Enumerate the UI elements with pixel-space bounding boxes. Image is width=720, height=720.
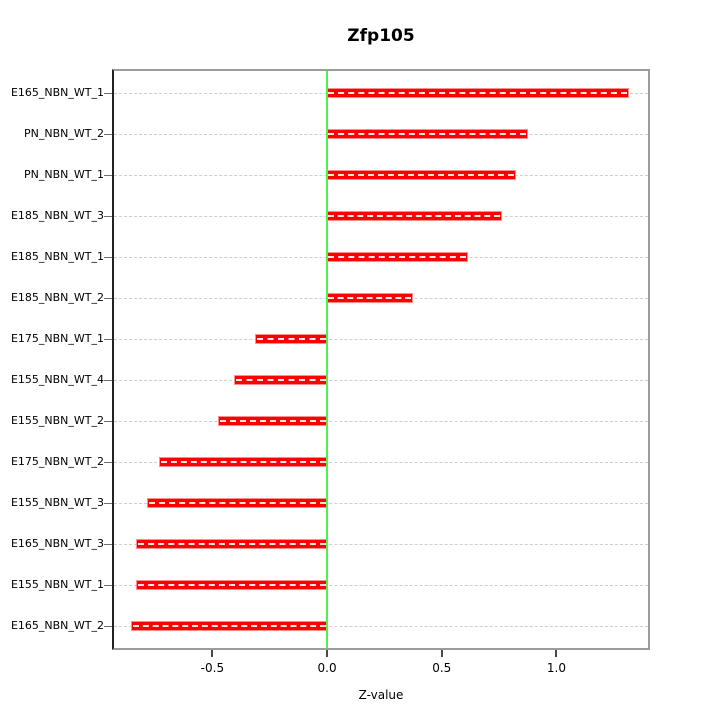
y-axis-tick (104, 585, 112, 586)
bar (327, 253, 468, 261)
x-axis-tick-label: 0.5 (432, 661, 452, 675)
bar (136, 540, 328, 548)
y-axis-tick (104, 462, 112, 463)
bar-center-dash (256, 338, 327, 340)
category-label: PN_NBN_WT_2 (24, 127, 104, 140)
bar (159, 458, 328, 466)
category-label: E165_NBN_WT_3 (10, 537, 104, 550)
y-axis-tick (104, 421, 112, 422)
y-axis-tick (104, 134, 112, 135)
category-label: E165_NBN_WT_1 (10, 86, 104, 99)
x-axis-tick (326, 650, 329, 657)
category-label: E155_NBN_WT_3 (10, 496, 104, 509)
bar-center-dash (137, 584, 327, 586)
gridline (114, 379, 648, 381)
gridline (114, 543, 648, 545)
bar (327, 89, 628, 97)
bar-center-dash (328, 133, 526, 135)
category-label: E155_NBN_WT_4 (10, 373, 104, 386)
y-axis-tick (104, 257, 112, 258)
plot-area: E165_NBN_WT_1 PN_NBN_WT_2 PN_NBN_WT_1 E185_… (11, 69, 650, 675)
bar (327, 130, 527, 138)
bar-center-dash (220, 420, 327, 422)
chart-title: Zfp105 (347, 26, 415, 46)
bar (136, 581, 328, 589)
y-axis-tick (104, 626, 112, 627)
bar (148, 499, 328, 507)
bar-center-dash (160, 461, 327, 463)
bar-center-dash (328, 174, 515, 176)
category-label: E175_NBN_WT_2 (10, 455, 104, 468)
x-axis-tick-label: -0.5 (200, 661, 225, 675)
gridline (114, 625, 648, 627)
y-axis-tick (104, 380, 112, 381)
x-axis-title: Z-value (358, 688, 404, 702)
zero-line (326, 71, 329, 648)
gridline (114, 338, 648, 340)
bar-center-dash (133, 625, 327, 627)
y-axis-tick (104, 175, 112, 176)
category-label: E185_NBN_WT_2 (10, 291, 104, 304)
bar-center-dash (328, 256, 467, 258)
bar-center-dash (328, 297, 411, 299)
bar (255, 335, 328, 343)
category-label: PN_NBN_WT_1 (24, 168, 104, 181)
category-label: E185_NBN_WT_1 (10, 250, 104, 263)
gridline (114, 420, 648, 422)
y-axis-tick (104, 503, 112, 504)
category-label: E155_NBN_WT_2 (10, 414, 104, 427)
category-label: E175_NBN_WT_1 (10, 332, 104, 345)
x-axis-tick-label: 0.0 (317, 661, 337, 675)
y-axis-tick (104, 339, 112, 340)
gridline (114, 584, 648, 586)
x-axis-tick-label: 1.0 (546, 661, 567, 675)
x-axis-tick (555, 650, 558, 657)
gridline (114, 502, 648, 504)
x-axis-tick (211, 650, 214, 657)
category-label: E155_NBN_WT_1 (10, 578, 104, 591)
gridline (114, 461, 648, 463)
y-axis-tick (104, 93, 112, 94)
category-label: E185_NBN_WT_3 (10, 209, 104, 222)
bar (132, 622, 328, 630)
bar-center-dash (236, 379, 327, 381)
x-axis-tick (440, 650, 443, 657)
bar-center-dash (149, 502, 327, 504)
y-axis-tick (104, 298, 112, 299)
category-label: E165_NBN_WT_2 (10, 619, 104, 632)
bar (327, 294, 412, 302)
bar (327, 171, 516, 179)
y-axis-tick (104, 544, 112, 545)
bar (327, 212, 502, 220)
bar-center-dash (328, 215, 501, 217)
bar (219, 417, 328, 425)
bar-center-dash (137, 543, 327, 545)
bar-center-dash (328, 92, 627, 94)
bar (235, 376, 328, 384)
y-axis-tick (104, 216, 112, 217)
